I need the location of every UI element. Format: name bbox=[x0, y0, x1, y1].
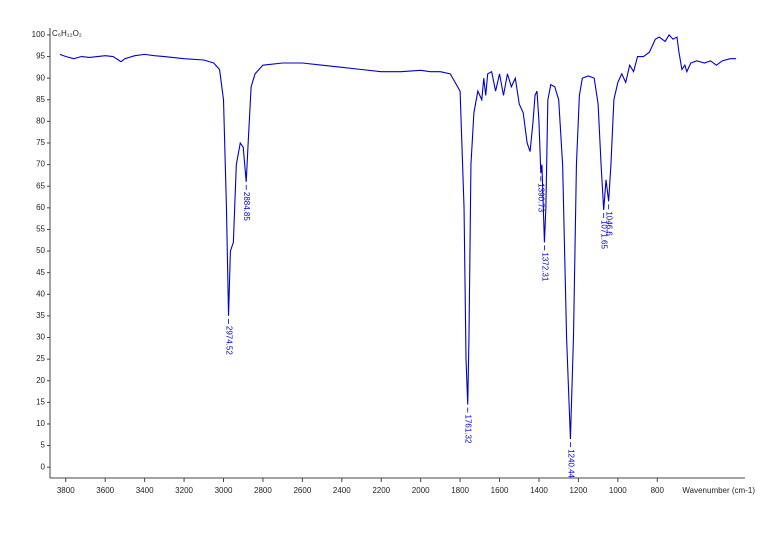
y-tick-label: 100 bbox=[32, 30, 46, 39]
x-tick-label: 3800 bbox=[57, 486, 75, 495]
y-tick-label: 75 bbox=[36, 138, 45, 147]
x-tick-label: 1000 bbox=[609, 486, 627, 495]
peak-label: 2884.85 bbox=[242, 192, 251, 221]
y-tick-label: 30 bbox=[36, 333, 45, 342]
peak-label: 1390.73 bbox=[537, 183, 546, 212]
x-tick-label: 3200 bbox=[175, 486, 193, 495]
y-tick-label: 25 bbox=[36, 354, 45, 363]
y-tick-label: 50 bbox=[36, 246, 45, 255]
y-tick-label: 70 bbox=[36, 160, 45, 169]
peak-label: 1372.31 bbox=[540, 252, 549, 281]
y-tick-label: 65 bbox=[36, 181, 45, 190]
y-tick-label: 10 bbox=[36, 419, 45, 428]
y-tick-label: 45 bbox=[36, 268, 45, 277]
x-tick-label: 1400 bbox=[530, 486, 548, 495]
y-tick-label: 20 bbox=[36, 376, 45, 385]
peak-label: 2974.52 bbox=[224, 326, 233, 355]
x-tick-label: 800 bbox=[651, 486, 665, 495]
x-tick-label: 2000 bbox=[412, 486, 430, 495]
x-tick-label: 2800 bbox=[254, 486, 272, 495]
y-tick-label: 90 bbox=[36, 73, 45, 82]
y-tick-label: 85 bbox=[36, 95, 45, 104]
y-tick-label: 5 bbox=[41, 441, 46, 450]
peak-label: 1071.65 bbox=[600, 220, 609, 249]
x-tick-label: 1600 bbox=[491, 486, 509, 495]
x-axis-label: Wavenumber (cm-1) bbox=[682, 486, 755, 495]
y-tick-label: 35 bbox=[36, 311, 45, 320]
y-tick-label: 60 bbox=[36, 203, 45, 212]
spectrum-line bbox=[59, 34, 737, 440]
x-tick-label: 3600 bbox=[96, 486, 114, 495]
x-tick-label: 1800 bbox=[451, 486, 469, 495]
x-tick-label: 1200 bbox=[569, 486, 587, 495]
y-tick-label: 15 bbox=[36, 397, 45, 406]
chart-title: C₆H₁₂O₂ bbox=[52, 29, 82, 38]
x-tick-label: 3400 bbox=[136, 486, 154, 495]
x-tick-label: 3000 bbox=[215, 486, 233, 495]
x-tick-label: 2600 bbox=[293, 486, 311, 495]
x-tick-label: 2400 bbox=[333, 486, 351, 495]
y-tick-label: 0 bbox=[41, 462, 46, 471]
y-tick-label: 80 bbox=[36, 116, 45, 125]
y-tick-label: 40 bbox=[36, 289, 45, 298]
x-tick-label: 2200 bbox=[372, 486, 390, 495]
peak-label: 1046.6 bbox=[605, 211, 614, 236]
peak-label: 1240.44 bbox=[566, 449, 575, 478]
peak-label: 1761.32 bbox=[464, 415, 473, 444]
y-tick-label: 55 bbox=[36, 225, 45, 234]
y-tick-label: 95 bbox=[36, 52, 45, 61]
